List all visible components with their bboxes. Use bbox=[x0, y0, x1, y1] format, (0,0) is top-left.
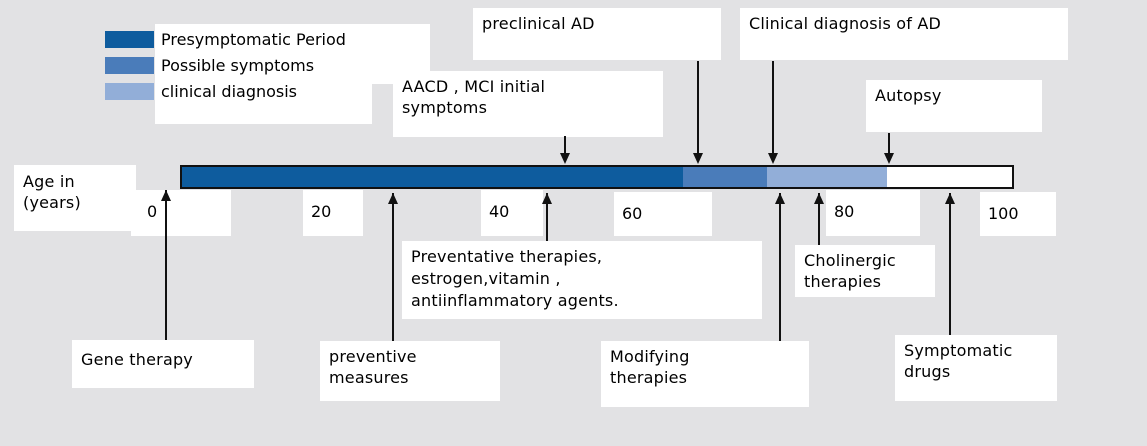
axis-label-age: Age in (years) bbox=[14, 165, 136, 231]
bar-segment-post-diagnosis bbox=[886, 167, 1012, 187]
legend-label-possible-symptoms: Possible symptoms bbox=[161, 56, 315, 75]
annotation-symptomatic-drugs: Symptomatic drugs bbox=[895, 335, 1057, 401]
axis-tick-100: 100 bbox=[980, 192, 1056, 236]
axis-tick-80: 80 bbox=[826, 190, 920, 236]
axis-tick-0: 0 bbox=[131, 190, 231, 236]
axis-tick-20: 20 bbox=[303, 190, 363, 236]
annotation-clinical-diagnosis-of-ad: Clinical diagnosis of AD bbox=[740, 8, 1068, 60]
axis-label-line1: Age in bbox=[23, 172, 75, 191]
legend-swatch-presymptomatic bbox=[105, 31, 154, 48]
annotation-cholinergic-therapies: Cholinergic therapies bbox=[795, 245, 935, 297]
annotation-preclinical-ad: preclinical AD bbox=[473, 8, 721, 60]
annotation-aacd-mci: AACD , MCI initial symptoms bbox=[393, 71, 663, 137]
annotation-preventive-measures: preventive measures bbox=[320, 341, 500, 401]
legend-label-clinical-diagnosis: clinical diagnosis bbox=[161, 82, 298, 101]
legend-panel-lower bbox=[155, 75, 372, 124]
bar-segment-presymptomatic bbox=[182, 167, 684, 187]
legend-panel bbox=[155, 24, 430, 84]
legend-swatch-clinical-diagnosis bbox=[105, 83, 154, 100]
axis-tick-40: 40 bbox=[481, 190, 543, 236]
axis-tick-60: 60 bbox=[614, 192, 712, 236]
annotation-autopsy: Autopsy bbox=[866, 80, 1042, 132]
annotation-modifying-therapies: Modifying therapies bbox=[601, 341, 809, 407]
legend-swatch-possible-symptoms bbox=[105, 57, 154, 74]
legend-label-presymptomatic: Presymptomatic Period bbox=[161, 30, 346, 49]
bar-segment-possible-symptoms bbox=[683, 167, 768, 187]
annotation-preventative-therapies: Preventative therapies, estrogen,vitamin… bbox=[402, 241, 762, 319]
bar-segment-clinical-diagnosis bbox=[767, 167, 887, 187]
axis-label-line2: (years) bbox=[23, 193, 81, 212]
annotation-gene-therapy: Gene therapy bbox=[72, 340, 254, 388]
timeline-bar[interactable] bbox=[180, 165, 1014, 189]
